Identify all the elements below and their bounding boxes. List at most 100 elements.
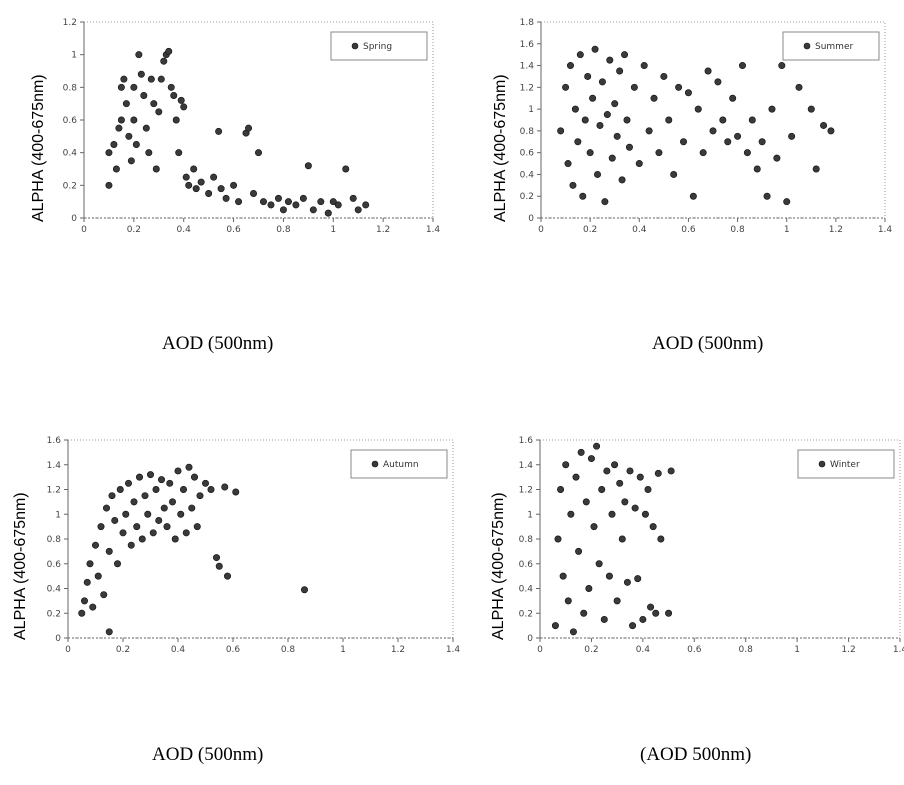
data-point xyxy=(753,165,761,173)
data-point xyxy=(699,149,707,157)
data-point xyxy=(680,138,688,146)
data-point xyxy=(205,190,213,198)
data-point xyxy=(89,603,97,611)
data-point xyxy=(820,121,828,129)
data-point xyxy=(133,523,141,531)
data-point xyxy=(132,141,140,149)
data-point xyxy=(603,111,611,119)
data-point xyxy=(734,132,742,140)
data-point xyxy=(140,92,148,100)
data-point xyxy=(111,516,119,524)
data-point xyxy=(649,523,657,531)
data-point xyxy=(197,178,205,186)
data-point xyxy=(157,75,165,83)
data-point xyxy=(166,479,174,487)
x-tick-label: 0.6 xyxy=(226,225,241,235)
y-axis-label-winter: ALPHA (400-675nm) xyxy=(490,492,507,640)
data-point xyxy=(631,504,639,512)
data-point xyxy=(571,105,579,113)
data-point xyxy=(623,578,631,586)
data-point xyxy=(589,94,597,102)
data-point xyxy=(564,160,572,168)
y-tick-label: 0.2 xyxy=(519,609,533,619)
data-point xyxy=(579,192,587,200)
x-tick-label: 1.4 xyxy=(878,225,893,235)
x-tick-label: 1.4 xyxy=(893,645,904,655)
data-point xyxy=(635,160,643,168)
data-point xyxy=(224,572,232,580)
data-point xyxy=(213,554,221,562)
data-point xyxy=(210,173,218,181)
data-point xyxy=(182,529,190,537)
x-tick-label: 0.8 xyxy=(276,225,291,235)
legend-box xyxy=(330,31,428,61)
y-tick-label: 0 xyxy=(55,634,61,644)
y-tick-label: 1 xyxy=(527,510,533,520)
y-tick-label: 1 xyxy=(528,105,534,115)
data-point xyxy=(618,176,626,184)
y-tick-label: 1 xyxy=(71,51,77,61)
x-tick-label: 0.2 xyxy=(583,225,597,235)
data-point xyxy=(182,173,190,181)
data-point xyxy=(329,198,337,206)
data-point xyxy=(160,504,168,512)
data-point xyxy=(645,127,653,135)
x-tick-label: 0.4 xyxy=(632,225,647,235)
data-point xyxy=(586,149,594,157)
data-point xyxy=(155,108,163,116)
data-point xyxy=(611,461,619,469)
data-point xyxy=(255,149,263,157)
data-point xyxy=(576,51,584,59)
x-tick-label: 1.2 xyxy=(829,225,843,235)
data-point xyxy=(667,467,675,475)
data-point xyxy=(202,479,210,487)
data-point xyxy=(616,67,624,75)
data-point xyxy=(105,628,113,636)
data-point xyxy=(652,609,660,617)
data-point xyxy=(149,529,157,537)
data-point xyxy=(180,103,188,111)
data-point xyxy=(185,463,193,471)
data-point xyxy=(105,181,113,189)
data-point xyxy=(605,572,613,580)
data-point xyxy=(569,181,577,189)
data-point xyxy=(160,57,168,65)
data-point xyxy=(709,127,717,135)
data-point xyxy=(729,94,737,102)
data-point xyxy=(634,575,642,583)
x-tick-label: 1 xyxy=(340,645,346,655)
data-point xyxy=(593,442,601,450)
data-point xyxy=(177,96,185,104)
data-point xyxy=(748,116,756,124)
legend-box xyxy=(797,449,895,479)
x-tick-label: 1 xyxy=(330,225,336,235)
x-tick-label: 1.2 xyxy=(376,225,390,235)
x-tick-label: 1.2 xyxy=(841,645,855,655)
data-point xyxy=(641,510,649,518)
data-point xyxy=(127,541,135,549)
data-point xyxy=(349,194,357,202)
data-point xyxy=(557,485,565,493)
data-point xyxy=(827,127,835,135)
data-points xyxy=(551,442,675,636)
y-tick-label: 0.8 xyxy=(519,535,534,545)
data-point xyxy=(704,67,712,75)
x-tick-label: 1 xyxy=(794,645,800,655)
data-point xyxy=(180,485,188,493)
data-point xyxy=(300,586,308,594)
data-point xyxy=(606,56,614,64)
x-tick-label: 1.4 xyxy=(446,645,461,655)
data-point xyxy=(177,510,185,518)
data-point xyxy=(324,209,332,217)
data-point xyxy=(621,498,629,506)
data-point xyxy=(342,165,350,173)
legend-box xyxy=(782,31,880,61)
data-point xyxy=(117,116,125,124)
data-point xyxy=(768,105,776,113)
data-point xyxy=(758,138,766,146)
data-point xyxy=(158,476,166,484)
data-point xyxy=(145,149,153,157)
x-tick-label: 0.4 xyxy=(171,645,186,655)
data-point xyxy=(110,141,118,149)
data-point xyxy=(650,94,658,102)
